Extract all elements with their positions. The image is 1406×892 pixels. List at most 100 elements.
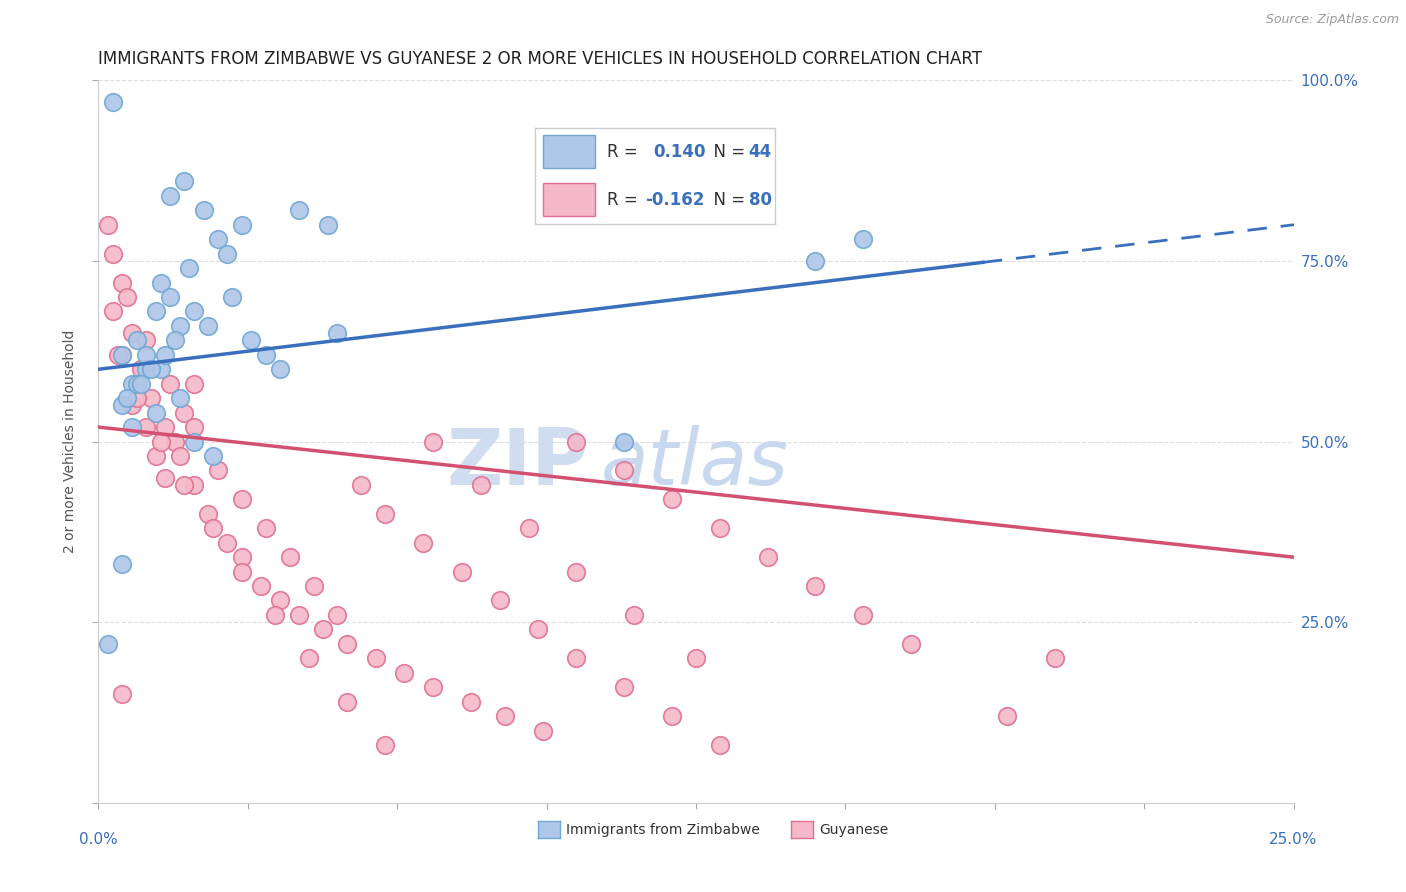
Point bbox=[336, 637, 359, 651]
Point bbox=[101, 304, 124, 318]
Text: Immigrants from Zimbabwe: Immigrants from Zimbabwe bbox=[565, 822, 759, 837]
Point bbox=[422, 434, 444, 449]
Point bbox=[364, 651, 387, 665]
Point bbox=[173, 174, 195, 188]
Point bbox=[231, 218, 253, 232]
Point bbox=[326, 326, 349, 340]
Point bbox=[269, 362, 291, 376]
Point bbox=[240, 334, 263, 348]
Point bbox=[183, 304, 205, 318]
Point bbox=[135, 362, 157, 376]
Point bbox=[288, 203, 311, 218]
Point bbox=[517, 521, 540, 535]
Point bbox=[163, 434, 186, 449]
Point bbox=[169, 391, 191, 405]
Point bbox=[527, 623, 550, 637]
Point bbox=[460, 695, 482, 709]
Text: 44: 44 bbox=[748, 143, 772, 161]
Point bbox=[350, 478, 373, 492]
Text: 0.140: 0.140 bbox=[652, 143, 706, 161]
Point bbox=[169, 449, 191, 463]
Text: R =: R = bbox=[607, 191, 644, 209]
Point bbox=[804, 579, 827, 593]
Point bbox=[221, 290, 243, 304]
Point bbox=[852, 607, 875, 622]
Point bbox=[121, 420, 143, 434]
Point bbox=[121, 376, 143, 391]
Point bbox=[131, 376, 153, 391]
Point bbox=[139, 362, 162, 376]
Bar bbox=[543, 136, 595, 168]
Point bbox=[155, 470, 177, 484]
Point bbox=[183, 434, 205, 449]
Point bbox=[613, 463, 636, 477]
Point bbox=[231, 492, 253, 507]
Point bbox=[125, 334, 148, 348]
Point bbox=[139, 391, 162, 405]
Point bbox=[709, 521, 731, 535]
Point bbox=[197, 507, 219, 521]
Point bbox=[111, 348, 134, 362]
Text: 0.0%: 0.0% bbox=[79, 832, 118, 847]
Point bbox=[661, 709, 683, 723]
Point bbox=[135, 334, 157, 348]
Point bbox=[312, 623, 335, 637]
Point bbox=[489, 593, 512, 607]
Point bbox=[613, 680, 636, 694]
Text: atlas: atlas bbox=[600, 425, 789, 501]
Point bbox=[685, 651, 707, 665]
Point bbox=[278, 550, 301, 565]
Point bbox=[135, 420, 157, 434]
Point bbox=[115, 290, 138, 304]
Point bbox=[804, 253, 827, 268]
Point bbox=[422, 680, 444, 694]
Point bbox=[145, 304, 167, 318]
Point bbox=[207, 463, 229, 477]
Text: -0.162: -0.162 bbox=[645, 191, 704, 209]
Point bbox=[531, 723, 554, 738]
Point bbox=[101, 95, 124, 109]
Point bbox=[121, 326, 143, 340]
Text: Source: ZipAtlas.com: Source: ZipAtlas.com bbox=[1265, 13, 1399, 27]
Point bbox=[250, 579, 273, 593]
Point bbox=[145, 449, 167, 463]
Point bbox=[125, 391, 148, 405]
Text: IMMIGRANTS FROM ZIMBABWE VS GUYANESE 2 OR MORE VEHICLES IN HOUSEHOLD CORRELATION: IMMIGRANTS FROM ZIMBABWE VS GUYANESE 2 O… bbox=[98, 50, 983, 68]
Point bbox=[107, 348, 129, 362]
Point bbox=[565, 565, 588, 579]
Point bbox=[231, 550, 253, 565]
Bar bbox=[543, 184, 595, 216]
Point bbox=[121, 398, 143, 412]
Point bbox=[900, 637, 922, 651]
Point bbox=[149, 434, 172, 449]
Point bbox=[202, 449, 225, 463]
Point bbox=[193, 203, 215, 218]
Point bbox=[374, 507, 396, 521]
Point bbox=[316, 218, 339, 232]
Point bbox=[173, 478, 195, 492]
Point bbox=[302, 579, 325, 593]
Point bbox=[709, 738, 731, 752]
Point bbox=[470, 478, 492, 492]
Point bbox=[1043, 651, 1066, 665]
Text: 25.0%: 25.0% bbox=[1270, 832, 1317, 847]
Point bbox=[412, 535, 434, 549]
Point bbox=[254, 348, 277, 362]
Y-axis label: 2 or more Vehicles in Household: 2 or more Vehicles in Household bbox=[63, 330, 77, 553]
Point bbox=[264, 607, 287, 622]
Point bbox=[97, 218, 120, 232]
Point bbox=[183, 376, 205, 391]
Point bbox=[131, 362, 153, 376]
Point bbox=[159, 376, 181, 391]
Text: N =: N = bbox=[703, 191, 751, 209]
Point bbox=[336, 695, 359, 709]
Point bbox=[115, 391, 138, 405]
Point bbox=[254, 521, 277, 535]
Point bbox=[135, 348, 157, 362]
Point bbox=[565, 434, 588, 449]
Point bbox=[111, 276, 134, 290]
Text: 80: 80 bbox=[748, 191, 772, 209]
Point bbox=[145, 406, 167, 420]
Point bbox=[217, 246, 239, 260]
Point bbox=[149, 362, 172, 376]
